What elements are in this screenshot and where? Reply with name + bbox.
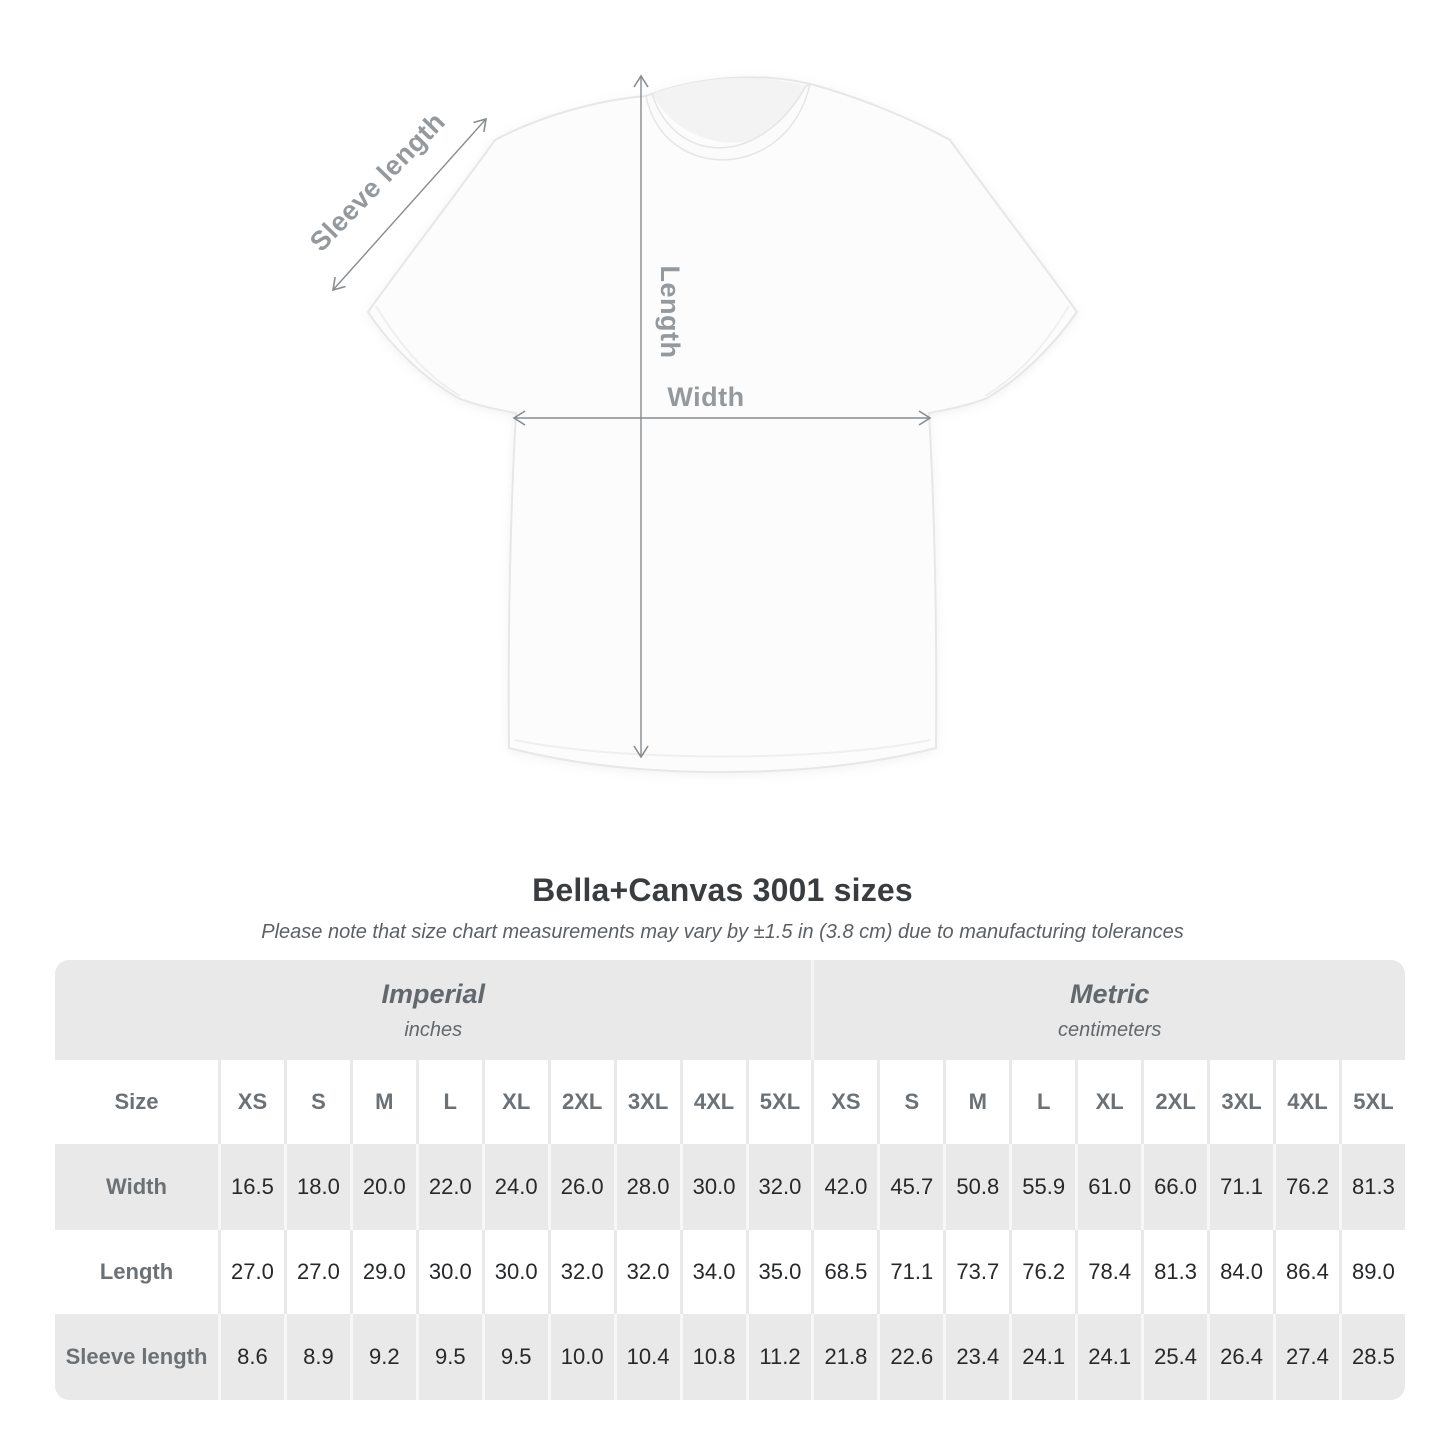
- table-cell: 61.0: [1075, 1144, 1142, 1230]
- table-cell: 9.5: [481, 1314, 548, 1400]
- width-label: Width: [667, 382, 744, 412]
- table-cell: 28.5: [1338, 1314, 1405, 1400]
- table-row-sleeve-length: Sleeve length 8.6 8.9 9.2 9.5 9.5 10.0 1…: [55, 1314, 1405, 1400]
- table-cell: 8.9: [283, 1314, 350, 1400]
- tshirt-graphic: [366, 76, 1079, 774]
- table-cell: 24.1: [1075, 1314, 1142, 1400]
- table-cell: 76.2: [1273, 1144, 1339, 1230]
- table-row-length: Length 27.0 27.0 29.0 30.0 30.0 32.0 32.…: [55, 1230, 1405, 1314]
- metric-group-header: Metric centimeters: [811, 960, 1405, 1060]
- table-cell: 45.7: [877, 1144, 944, 1230]
- table-cell: 18.0: [283, 1144, 350, 1230]
- table-cell: 71.1: [1207, 1144, 1273, 1230]
- table-cell: 35.0: [745, 1230, 812, 1314]
- table-cell: 25.4: [1141, 1314, 1208, 1400]
- table-cell: 22.6: [877, 1314, 944, 1400]
- column-header: XL: [1075, 1060, 1142, 1144]
- table-cell: 78.4: [1075, 1230, 1142, 1314]
- table-cell: 27.0: [218, 1230, 284, 1314]
- column-header: 3XL: [613, 1060, 680, 1144]
- unit-group-header-row: Imperial inches Metric centimeters: [55, 960, 1405, 1060]
- table-cell: 30.0: [481, 1230, 548, 1314]
- column-header: XS: [218, 1060, 284, 1144]
- table-cell: 9.5: [415, 1314, 482, 1400]
- column-header: 2XL: [547, 1060, 614, 1144]
- column-header: 2XL: [1141, 1060, 1208, 1144]
- table-cell: 81.3: [1338, 1144, 1405, 1230]
- column-header: S: [283, 1060, 350, 1144]
- table-cell: 81.3: [1141, 1230, 1208, 1314]
- table-cell: 42.0: [811, 1144, 878, 1230]
- table-cell: 32.0: [613, 1230, 680, 1314]
- table-cell: 29.0: [349, 1230, 416, 1314]
- table-cell: 66.0: [1141, 1144, 1208, 1230]
- size-table-container: Imperial inches Metric centimeters Size …: [55, 960, 1405, 1400]
- table-cell: 50.8: [943, 1144, 1010, 1230]
- table-cell: 24.1: [1009, 1314, 1076, 1400]
- table-cell: 26.4: [1207, 1314, 1273, 1400]
- column-header: S: [877, 1060, 944, 1144]
- column-header: XS: [811, 1060, 878, 1144]
- column-header: L: [415, 1060, 482, 1144]
- imperial-group-header: Imperial inches: [55, 960, 812, 1060]
- table-cell: 11.2: [745, 1314, 812, 1400]
- table-cell: 71.1: [877, 1230, 944, 1314]
- table-row-width: Width 16.5 18.0 20.0 22.0 24.0 26.0 28.0…: [55, 1144, 1405, 1230]
- column-header: L: [1009, 1060, 1076, 1144]
- column-header: 4XL: [1273, 1060, 1339, 1144]
- table-cell: 16.5: [218, 1144, 284, 1230]
- table-cell: 73.7: [943, 1230, 1010, 1314]
- imperial-group-unit: inches: [404, 1018, 463, 1041]
- table-cell: 10.0: [547, 1314, 614, 1400]
- tshirt-measurement-diagram: Sleeve length Length Width: [304, 74, 1079, 774]
- table-cell: 89.0: [1338, 1230, 1405, 1314]
- table-cell: 8.6: [218, 1314, 284, 1400]
- row-label: Length: [55, 1230, 218, 1314]
- table-cell: 20.0: [349, 1144, 416, 1230]
- row-label: Width: [55, 1144, 218, 1230]
- table-cell: 28.0: [613, 1144, 680, 1230]
- column-header: 5XL: [1338, 1060, 1405, 1144]
- table-cell: 32.0: [547, 1230, 614, 1314]
- table-cell: 21.8: [811, 1314, 878, 1400]
- size-table: Imperial inches Metric centimeters Size …: [55, 960, 1405, 1400]
- sleeve-length-arrow: [332, 117, 487, 292]
- table-cell: 10.4: [613, 1314, 680, 1400]
- column-header: M: [349, 1060, 416, 1144]
- table-cell: 86.4: [1273, 1230, 1339, 1314]
- table-cell: 84.0: [1207, 1230, 1273, 1314]
- page-title: Bella+Canvas 3001 sizes: [532, 872, 913, 908]
- table-cell: 26.0: [547, 1144, 614, 1230]
- metric-group-name: Metric: [1069, 978, 1150, 1009]
- table-cell: 24.0: [481, 1144, 548, 1230]
- table-cell: 30.0: [415, 1230, 482, 1314]
- size-column-header: Size: [55, 1060, 218, 1144]
- table-cell: 76.2: [1009, 1230, 1076, 1314]
- table-cell: 32.0: [745, 1144, 812, 1230]
- metric-group-unit: centimeters: [1058, 1018, 1162, 1041]
- table-cell: 55.9: [1009, 1144, 1076, 1230]
- table-cell: 22.0: [415, 1144, 482, 1230]
- imperial-group-name: Imperial: [381, 978, 485, 1009]
- table-cell: 23.4: [943, 1314, 1010, 1400]
- table-cell: 10.8: [679, 1314, 746, 1400]
- table-cell: 34.0: [679, 1230, 746, 1314]
- column-header: XL: [481, 1060, 548, 1144]
- column-header: M: [943, 1060, 1010, 1144]
- table-cell: 68.5: [811, 1230, 878, 1314]
- size-header-row: Size XS S M L XL 2XL 3XL 4XL 5XL XS S M …: [55, 1060, 1405, 1144]
- length-label: Length: [655, 266, 685, 359]
- table-cell: 30.0: [679, 1144, 746, 1230]
- column-header: 4XL: [679, 1060, 746, 1144]
- table-cell: 27.0: [283, 1230, 350, 1314]
- row-label: Sleeve length: [55, 1314, 218, 1400]
- page-subtitle: Please note that size chart measurements…: [261, 921, 1184, 943]
- table-cell: 27.4: [1273, 1314, 1339, 1400]
- column-header: 3XL: [1207, 1060, 1273, 1144]
- table-cell: 9.2: [349, 1314, 416, 1400]
- column-header: 5XL: [745, 1060, 812, 1144]
